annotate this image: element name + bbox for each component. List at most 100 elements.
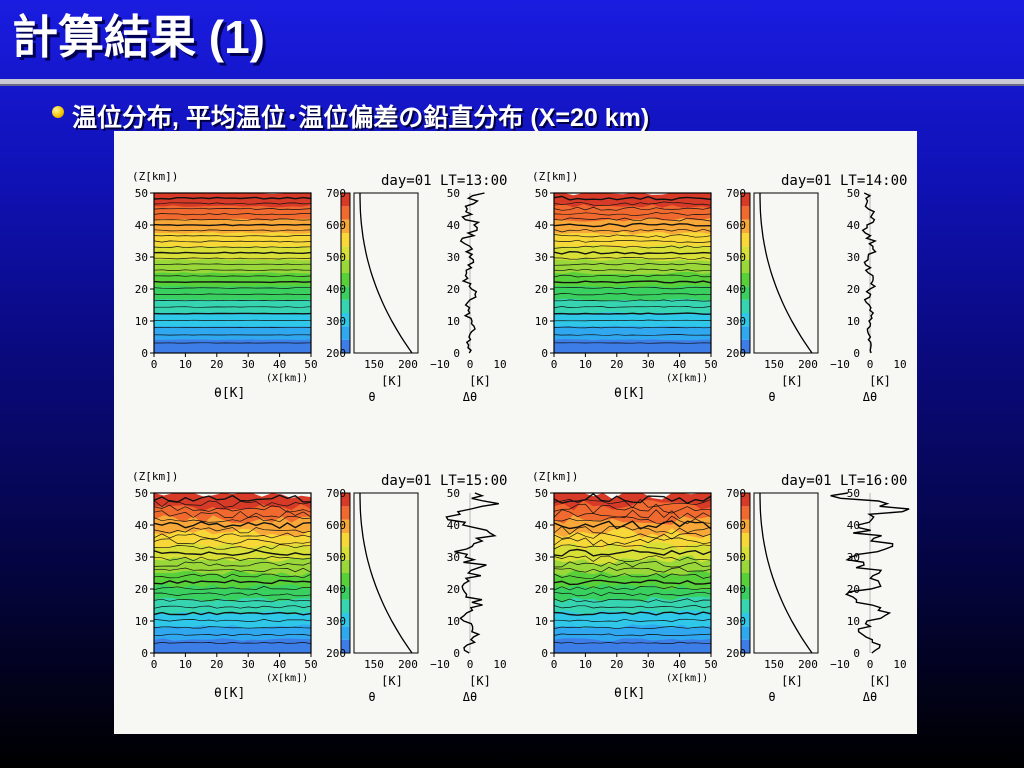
theta-contour-line xyxy=(553,274,712,278)
mean-axis-label: θ xyxy=(768,390,775,404)
z-unit-label: (Z[km]) xyxy=(132,470,178,483)
dev-z-tick-label: 10 xyxy=(847,315,860,328)
colorbar-segment xyxy=(741,246,750,260)
dev-tick-label: −10 xyxy=(830,658,850,671)
colorbar-tick-label: 400 xyxy=(326,583,346,596)
panel-header: day=01 LT=13:00 xyxy=(381,173,507,189)
colorbar-segment xyxy=(341,546,350,560)
contour-plot-frame xyxy=(553,492,712,654)
colorbar-segment xyxy=(741,233,750,247)
dev-tick-label: −10 xyxy=(430,358,450,371)
theta-contour-line xyxy=(153,561,312,567)
x-tick-label: 0 xyxy=(551,358,558,371)
dev-z-tick-label: 50 xyxy=(847,487,860,500)
x-unit-label: (X[km]) xyxy=(666,373,708,384)
z-tick-label: 50 xyxy=(135,487,148,500)
theta-contour-line xyxy=(153,549,311,557)
z-tick-label: 0 xyxy=(141,347,148,360)
theta-contour-line xyxy=(153,223,312,227)
z-tick-label: 0 xyxy=(541,347,548,360)
theta-contour-line xyxy=(153,280,312,284)
theta-contour-line xyxy=(154,257,312,260)
theta-contour-line xyxy=(153,586,312,591)
mean-tick-label: 200 xyxy=(798,358,818,371)
theta-contour-line xyxy=(153,235,311,237)
colorbar-segment xyxy=(741,533,750,547)
x-tick-label: 20 xyxy=(210,358,223,371)
theta-contour-line xyxy=(553,573,712,579)
theta-contour-line xyxy=(553,212,712,217)
theta-contour-line xyxy=(153,494,311,503)
z-tick-label: 20 xyxy=(135,283,148,296)
z-tick-label: 40 xyxy=(135,219,148,232)
colorbar-segment xyxy=(341,599,350,613)
delta-theta-curve xyxy=(445,492,499,654)
theta-contour-line xyxy=(553,526,712,535)
theta-contour-line xyxy=(553,293,712,296)
theta-contour-line xyxy=(153,544,312,550)
colorbar-segment xyxy=(741,326,750,340)
theta-contour-line xyxy=(553,326,712,329)
x-tick-label: 50 xyxy=(704,358,717,371)
colorbar-frame xyxy=(740,492,751,654)
theta-contour-line xyxy=(553,305,712,309)
colorbar-tick-label: 400 xyxy=(726,283,746,296)
result-figure: (Z[km]) day=01 LT=13:00 0 10 20 30 40 50 0 10 20 30… xyxy=(114,131,917,734)
mean-profile-frame xyxy=(753,492,819,654)
z-tick-label: 10 xyxy=(535,315,548,328)
x-tick-label: 20 xyxy=(210,658,223,671)
theta-contour-line xyxy=(553,532,712,540)
colorbar-segment xyxy=(741,493,750,507)
theta-contour-line xyxy=(553,548,712,557)
colorbar-tick-label: 700 xyxy=(326,187,346,200)
x-tick-label: 50 xyxy=(304,658,317,671)
theta-contour-line xyxy=(553,498,712,509)
z-tick-label: 20 xyxy=(135,583,148,596)
theta-contour-line xyxy=(153,299,312,302)
dev-z-tick-label: 50 xyxy=(447,187,460,200)
mean-profile-frame xyxy=(753,192,819,354)
theta-color-band xyxy=(154,339,311,353)
z-tick-label: 0 xyxy=(141,647,148,660)
bullet-dot-icon xyxy=(52,106,64,118)
colorbar-segment xyxy=(341,273,350,287)
theta-contour-line xyxy=(553,245,712,249)
dev-unit-label: [K] xyxy=(469,674,491,688)
theta-contour-line xyxy=(153,619,312,622)
colorbar-segment xyxy=(741,639,750,653)
delta-theta-curve xyxy=(830,492,910,654)
z-tick-label: 40 xyxy=(135,519,148,532)
theta-contour-line xyxy=(553,591,712,597)
theta-contour-line xyxy=(153,293,312,295)
theta-color-band xyxy=(154,638,311,653)
colorbar-segment xyxy=(741,559,750,573)
colorbar-segment xyxy=(341,326,350,340)
colorbar-segment xyxy=(741,273,750,287)
dev-tick-label: 0 xyxy=(467,658,474,671)
theta-contour-line xyxy=(553,239,712,244)
theta-axis-label: θ[K] xyxy=(614,386,645,401)
dev-z-tick-label: 20 xyxy=(847,283,860,296)
colorbar-segment xyxy=(341,299,350,313)
x-tick-label: 20 xyxy=(610,658,623,671)
theta-contour-line xyxy=(153,532,312,539)
colorbar-segment xyxy=(341,259,350,273)
theta-contour-line xyxy=(554,299,712,302)
colorbar-segment xyxy=(341,626,350,640)
mean-unit-label: [K] xyxy=(381,674,403,688)
dev-unit-label: [K] xyxy=(869,374,891,388)
theta-contour-line xyxy=(553,492,712,505)
dev-z-tick-label: 10 xyxy=(447,315,460,328)
colorbar-segment xyxy=(341,493,350,507)
colorbar-segment xyxy=(341,613,350,627)
dev-z-tick-label: 10 xyxy=(847,615,860,628)
theta-contour-line xyxy=(553,544,712,550)
colorbar-segment xyxy=(341,246,350,260)
dev-axis-label: Δθ xyxy=(863,390,877,404)
theta-contour-line xyxy=(553,319,712,322)
colorbar-tick-label: 300 xyxy=(726,615,746,628)
colorbar-segment xyxy=(341,559,350,573)
theta-contour-line xyxy=(553,618,712,622)
